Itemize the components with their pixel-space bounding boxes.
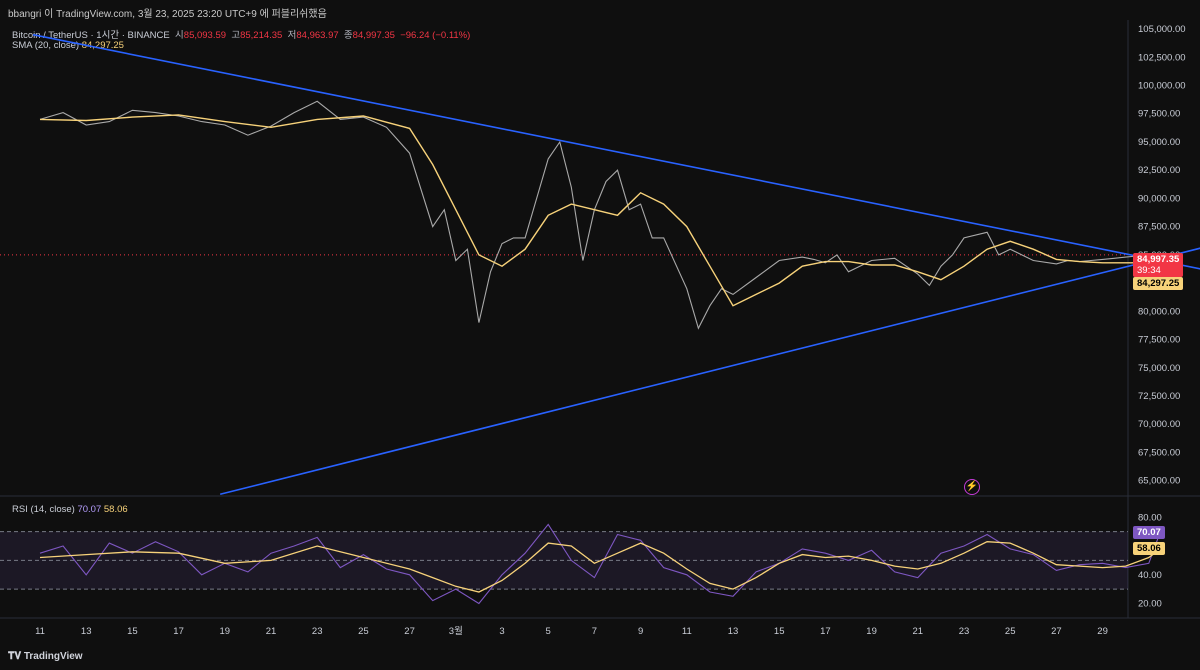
time-tick-label: 7: [592, 626, 597, 637]
time-tick-label: 3월: [449, 625, 463, 637]
time-tick-label: 21: [266, 626, 277, 637]
change-value: −96.24 (−0.11%): [400, 30, 471, 41]
rsi-ma-value: 58.06: [103, 504, 128, 515]
brand-label: TradingView: [23, 651, 83, 662]
sma-value: 84,297.25: [81, 40, 124, 51]
sma-price-tag: 84,297.25: [1133, 277, 1184, 290]
time-tick-label: 13: [728, 626, 739, 637]
trendline-ascending[interactable]: [219, 218, 1200, 496]
time-tick-label: 19: [866, 626, 877, 637]
time-tick-label: 19: [220, 626, 231, 637]
symbol-legend[interactable]: Bitcoin / TetherUS · 1시간 · BINANCE 시85,0…: [12, 27, 470, 41]
rsi-panel: [0, 523, 1161, 605]
price-tick-label: 77,500.00: [1138, 335, 1180, 346]
countdown-value: 39:34: [1137, 265, 1161, 276]
price-series: [39, 100, 1161, 330]
time-tick-label: 17: [173, 626, 184, 637]
sma-legend[interactable]: SMA (20, close) 84,297.25: [12, 40, 124, 51]
price-tick-label: 67,500.00: [1138, 447, 1180, 458]
tradingview-logo[interactable]: 𝐓𝐕 TradingView: [8, 651, 83, 662]
time-tick-label: 23: [312, 626, 323, 637]
time-tick-label: 11: [682, 626, 692, 637]
time-tick-label: 21: [913, 626, 924, 637]
lightning-icon[interactable]: ⚡: [964, 479, 980, 495]
time-tick-label: 15: [774, 626, 785, 637]
price-tick-label: 95,000.00: [1138, 137, 1180, 148]
price-tick-label: 75,000.00: [1138, 363, 1180, 374]
time-tick-label: 17: [820, 626, 831, 637]
price-tick-label: 100,000.00: [1138, 80, 1186, 91]
time-tick-label: 29: [1097, 626, 1108, 637]
rsi-line: [39, 523, 1161, 605]
price-tick-label: 65,000.00: [1138, 476, 1180, 487]
time-tick-label: 23: [959, 626, 970, 637]
price-tick-label: 97,500.00: [1138, 109, 1180, 120]
time-tick-label: 27: [404, 626, 415, 637]
time-tick-label: 13: [81, 626, 92, 637]
time-tick-label: 25: [1005, 626, 1016, 637]
low-value: 84,963.97: [296, 30, 339, 41]
tradingview-icon: 𝐓𝐕: [8, 651, 22, 662]
rsi-legend[interactable]: RSI (14, close) 70.07 58.06: [12, 504, 128, 515]
price-line: [39, 100, 1161, 330]
last-price-tag: 84,997.35 39:34: [1133, 253, 1184, 277]
high-value: 85,214.35: [240, 30, 283, 41]
grid-lines: [0, 20, 1200, 619]
open-value: 85,093.59: [183, 30, 227, 41]
trendline-descending[interactable]: [32, 33, 1200, 294]
author-line: bbangri 이 TradingView.com, 3월 23, 2025 2…: [8, 9, 327, 20]
time-tick-label: 25: [358, 626, 369, 637]
time-tick-label: 15: [127, 626, 138, 637]
time-tick-label: 11: [35, 626, 45, 637]
price-tick-label: 70,000.00: [1138, 419, 1180, 430]
rsi-ma-line: [39, 541, 1161, 593]
price-tick-label: 92,500.00: [1138, 165, 1180, 176]
last-price-value: 84,997.35: [1137, 254, 1180, 265]
price-tick-label: 80,000.00: [1138, 306, 1180, 317]
time-tick-label: 27: [1051, 626, 1062, 637]
price-tick-label: 102,500.00: [1138, 52, 1186, 63]
price-tick-label: 87,500.00: [1138, 222, 1180, 233]
rsi-tick-label: 80.00: [1138, 512, 1162, 523]
close-value: 84,997.35: [352, 30, 395, 41]
close-label: 종: [343, 30, 353, 41]
trendlines[interactable]: [32, 33, 1200, 496]
rsi-label: RSI (14, close): [12, 504, 75, 515]
time-tick-label: 9: [638, 626, 643, 637]
time-axis[interactable]: 11 13 15 17 19 21 23 25 27 3월 3 5 7 9 11 13 15 17 19 21 23 25…: [35, 625, 1108, 637]
rsi-tick-label: 40.00: [1138, 570, 1162, 581]
price-tick-label: 90,000.00: [1138, 193, 1180, 204]
time-tick-label: 5: [546, 626, 551, 637]
price-tick-label: 105,000.00: [1138, 24, 1186, 35]
low-label: 저: [287, 30, 297, 41]
symbol-name: Bitcoin / TetherUS · 1시간 · BINANCE: [12, 30, 170, 41]
sma-line: [39, 114, 1161, 307]
high-label: 고: [231, 30, 241, 41]
time-tick-label: 3: [499, 626, 504, 637]
price-axis[interactable]: 105,000.00 102,500.00 100,000.00 97,500.00 9…: [1138, 24, 1186, 487]
rsi-ma-tag: 58.06: [1133, 542, 1165, 555]
open-label: 시: [175, 30, 184, 41]
rsi-value-tag: 70.07: [1133, 526, 1165, 539]
price-tick-label: 72,500.00: [1138, 391, 1180, 402]
rsi-value: 70.07: [77, 504, 102, 515]
rsi-tick-label: 20.00: [1138, 599, 1162, 610]
sma-label: SMA (20, close): [12, 40, 80, 51]
